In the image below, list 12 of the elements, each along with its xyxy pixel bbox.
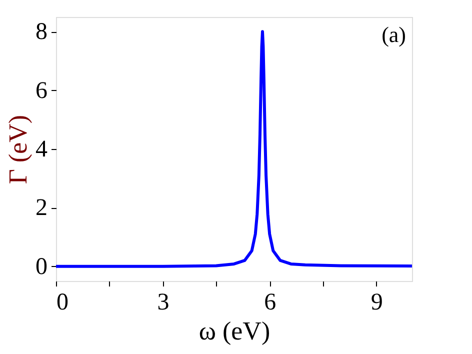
x-tick-label: 3: [157, 290, 170, 316]
x-tick-label: 0: [56, 290, 68, 316]
x-tick-label: 9: [370, 290, 383, 316]
y-tick-label: 8: [36, 19, 48, 46]
y-tick-label: 2: [36, 195, 48, 222]
x-tick-label: 6: [264, 290, 276, 316]
y-tick-label: 0: [36, 254, 48, 280]
x-axis-title: ω (eV): [198, 316, 270, 346]
y-axis-title: Γ (eV): [4, 114, 32, 184]
y-tick-label: 6: [36, 78, 48, 104]
y-tick-label: 4: [36, 136, 48, 162]
annotation: (a): [382, 22, 406, 47]
